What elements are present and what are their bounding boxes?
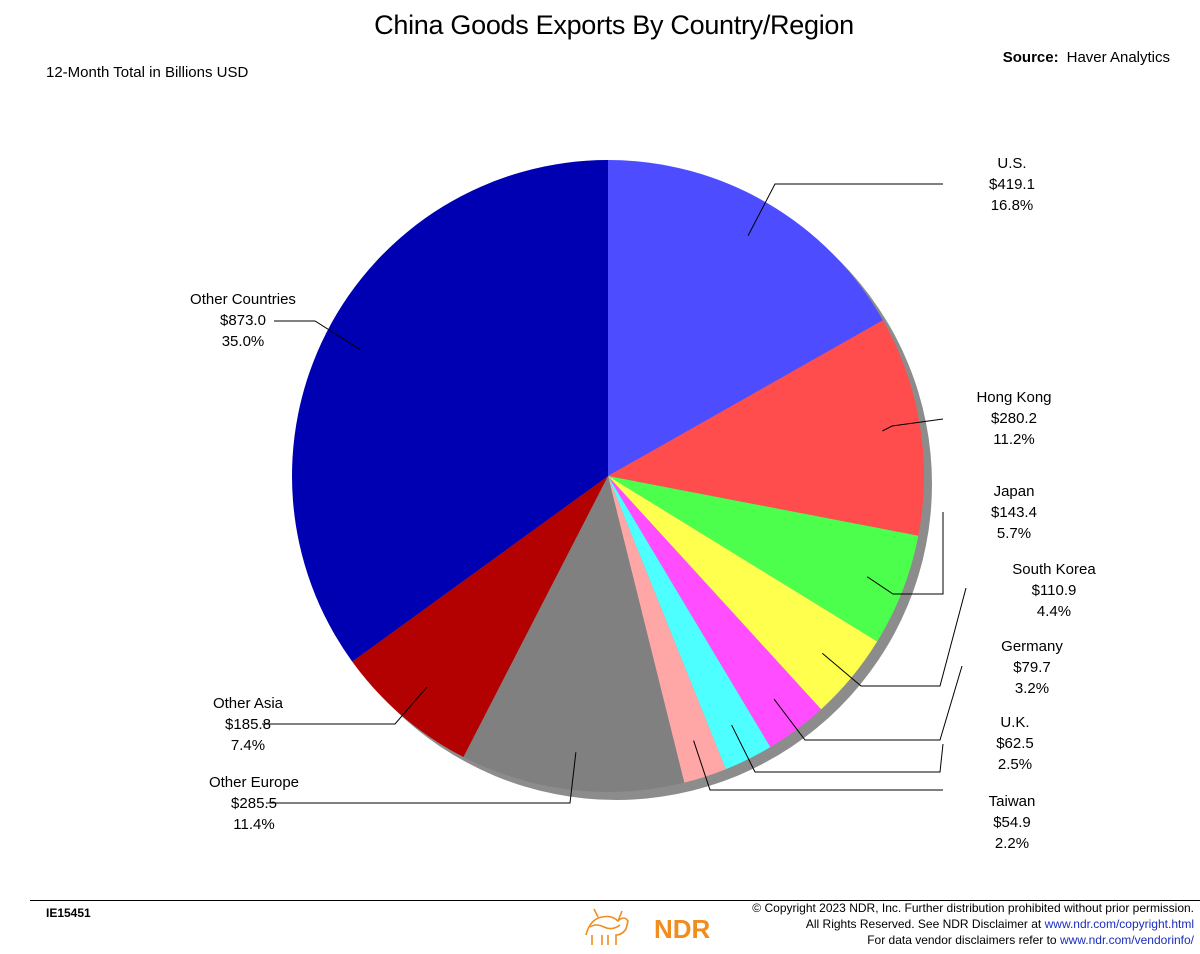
ndr-brand-text: NDR [654,914,711,944]
slice-label-pct: 11.2% [993,431,1034,448]
slice-label-value: $419.1 [989,176,1035,193]
slice-label-value: $110.9 [1032,582,1077,599]
slice-label-value: $873.0 [220,312,266,329]
slice-label-name: South Korea [1012,561,1096,578]
leader-line [882,418,944,432]
pie-slice-u-s [608,160,883,476]
leader-line [866,512,944,595]
pie-chart: U.S. $419.1 16.8% Hong Kong $280.2 11.2% Japan… [190,155,1096,852]
slice-label-value: $185.8 [225,716,271,733]
slice-label-pct: 16.8% [991,197,1034,214]
copyright-block: © Copyright 2023 NDR, Inc. Further distr… [752,900,1194,948]
slice-label-pct: 3.2% [1015,680,1049,697]
slice-label-value: $79.7 [1013,659,1051,676]
leader-line [266,752,577,804]
vendor-info-link[interactable]: www.ndr.com/vendorinfo/ [1059,933,1194,947]
copyright-link[interactable]: www.ndr.com/copyright.html [1044,917,1194,931]
slice-label-value: $62.5 [996,735,1034,752]
chart-code: IE15451 [46,906,91,920]
slice-label-value: $143.4 [991,504,1037,521]
slice-label-pct: 7.4% [231,737,265,754]
bull-bear-icon [585,908,629,945]
slice-label-pct: 11.4% [233,816,274,833]
slice-label-pct: 2.2% [995,835,1029,852]
pie-slice-u-k [608,476,771,770]
slice-label-value: $54.9 [993,814,1031,831]
slice-label-value: $280.2 [991,410,1037,427]
ndr-logo: NDR [585,908,711,945]
slice-label-value: $285.5 [231,795,277,812]
pie-slice-other-asia [352,476,608,757]
pie-slice-hong-kong [608,320,924,536]
chart-subtitle: 12-Month Total in Billions USD [46,64,249,81]
leader-line [262,686,428,725]
slice-label-name: Japan [994,483,1035,500]
leader-line [747,183,943,236]
chart-title: China Goods Exports By Country/Region [374,10,854,40]
copyright-line-3: For data vendor disclaimers refer to www… [752,932,1194,948]
slice-label-name: U.K. [1000,714,1029,731]
source-note: Source: Haver Analytics [1003,49,1170,66]
slice-label-name: Other Countries [190,291,296,308]
leader-line [731,724,944,773]
pie-slice-south-korea [608,476,878,710]
slice-label-pct: 4.4% [1037,603,1071,620]
slice-label-name: Taiwan [989,793,1036,810]
slice-label-pct: 2.5% [998,756,1032,773]
pie-slice-germany [608,476,822,748]
slice-label-name: Other Asia [213,695,284,712]
slice-label-name: U.S. [997,155,1026,172]
slice-label-name: Germany [1001,638,1063,655]
pie-slice-other-europe [463,476,685,792]
copyright-line-2-text: All Rights Reserved. See NDR Disclaimer … [805,917,1045,931]
leader-line [274,320,361,351]
source-label: Source: [1002,49,1059,66]
pie-slice-japan [608,476,919,642]
slice-label-name: Hong Kong [976,389,1051,406]
slice-label-name: Other Europe [209,774,299,791]
source-value: Haver Analytics [1066,49,1170,66]
copyright-line-2: All Rights Reserved. See NDR Disclaimer … [752,916,1194,932]
slice-label-pct: 5.7% [997,525,1031,542]
leader-line [773,665,963,741]
leader-line [821,587,967,687]
footer-divider [30,900,1200,901]
copyright-line-1: © Copyright 2023 NDR, Inc. Further distr… [752,901,1194,915]
copyright-line-3-text: For data vendor disclaimers refer to [867,933,1060,947]
pie-slice-taiwan [608,476,726,783]
leader-line [693,740,943,791]
pie-slice-other-countries [292,160,608,662]
slice-label-pct: 35.0% [222,333,265,350]
